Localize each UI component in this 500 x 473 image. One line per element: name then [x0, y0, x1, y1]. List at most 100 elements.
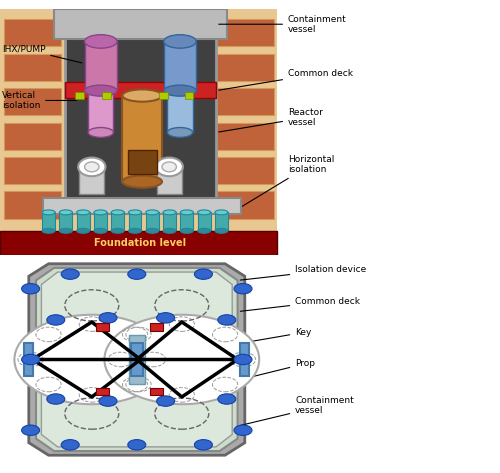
Circle shape [99, 396, 117, 406]
Circle shape [234, 425, 252, 436]
Ellipse shape [60, 210, 72, 215]
Ellipse shape [84, 85, 117, 96]
Circle shape [156, 158, 183, 176]
Bar [215, 212, 228, 231]
Bar [65, 9, 216, 201]
Bar [216, 157, 274, 184]
Bar [216, 19, 274, 46]
Circle shape [156, 396, 174, 406]
Ellipse shape [42, 210, 55, 215]
Ellipse shape [180, 210, 194, 215]
Polygon shape [29, 264, 245, 455]
Ellipse shape [42, 228, 55, 233]
Text: (a): (a) [132, 263, 149, 277]
Ellipse shape [94, 210, 107, 215]
Text: Key: Key [246, 328, 312, 342]
Bar [146, 212, 159, 231]
Ellipse shape [122, 89, 162, 102]
Bar [76, 212, 90, 231]
Bar [60, 212, 72, 231]
Circle shape [61, 269, 79, 280]
Bar [0, 9, 277, 255]
Ellipse shape [111, 210, 124, 215]
Bar [4, 192, 61, 219]
Text: Horizontal
isolation: Horizontal isolation [218, 155, 334, 221]
Bar [184, 92, 194, 99]
Bar [4, 123, 61, 149]
Ellipse shape [111, 228, 124, 233]
Bar [4, 157, 61, 184]
Bar [102, 92, 110, 99]
Ellipse shape [76, 210, 90, 215]
Bar [4, 19, 61, 46]
Bar [96, 324, 109, 331]
Ellipse shape [76, 228, 90, 233]
Polygon shape [36, 268, 237, 451]
Polygon shape [42, 272, 232, 447]
Text: Prop: Prop [240, 359, 315, 380]
Ellipse shape [88, 128, 114, 137]
Circle shape [22, 425, 40, 436]
Bar [111, 212, 124, 231]
Text: Vertical
isolation: Vertical isolation [2, 91, 76, 110]
Bar [65, 82, 216, 98]
Circle shape [128, 439, 146, 450]
Bar [54, 9, 227, 39]
Text: Common deck: Common deck [218, 69, 353, 90]
Ellipse shape [180, 228, 194, 233]
Bar [43, 198, 241, 214]
Ellipse shape [164, 85, 196, 96]
Circle shape [61, 439, 79, 450]
Circle shape [234, 354, 252, 365]
Text: Common deck: Common deck [240, 297, 360, 311]
Circle shape [99, 313, 117, 323]
Circle shape [194, 269, 212, 280]
Bar [216, 192, 274, 219]
Ellipse shape [84, 35, 117, 48]
Bar [129, 334, 145, 385]
Ellipse shape [146, 210, 159, 215]
Text: Isolation device: Isolation device [240, 265, 366, 280]
Circle shape [47, 315, 65, 325]
Bar [198, 212, 210, 231]
Bar [4, 54, 61, 81]
Ellipse shape [198, 228, 210, 233]
Ellipse shape [128, 228, 141, 233]
Bar [150, 324, 163, 331]
Bar [164, 42, 196, 91]
Circle shape [78, 158, 106, 176]
Bar [0, 231, 277, 255]
Ellipse shape [215, 210, 228, 215]
Circle shape [47, 394, 65, 404]
Bar [84, 42, 117, 91]
Text: Containment
vessel: Containment vessel [240, 395, 354, 425]
Ellipse shape [128, 210, 141, 215]
Bar [88, 91, 114, 132]
Ellipse shape [60, 228, 72, 233]
Bar [216, 88, 274, 115]
Circle shape [14, 315, 169, 404]
Circle shape [218, 394, 236, 404]
Bar [180, 212, 194, 231]
Text: Reactor
vessel: Reactor vessel [218, 108, 323, 132]
Bar [128, 212, 141, 231]
Ellipse shape [164, 35, 196, 48]
Circle shape [104, 315, 259, 404]
Bar [4, 88, 61, 115]
Circle shape [22, 354, 40, 365]
Bar [94, 212, 107, 231]
Bar [216, 54, 274, 81]
Bar [79, 165, 104, 194]
Bar [128, 149, 156, 174]
Circle shape [128, 269, 146, 280]
Bar [163, 212, 176, 231]
Ellipse shape [94, 228, 107, 233]
Circle shape [84, 162, 99, 172]
Bar [75, 92, 84, 99]
Text: Foundation level: Foundation level [94, 238, 186, 248]
Text: Containment
vessel: Containment vessel [219, 15, 347, 34]
Ellipse shape [122, 175, 162, 188]
Ellipse shape [163, 228, 176, 233]
Bar [96, 388, 109, 395]
Bar [160, 92, 168, 99]
